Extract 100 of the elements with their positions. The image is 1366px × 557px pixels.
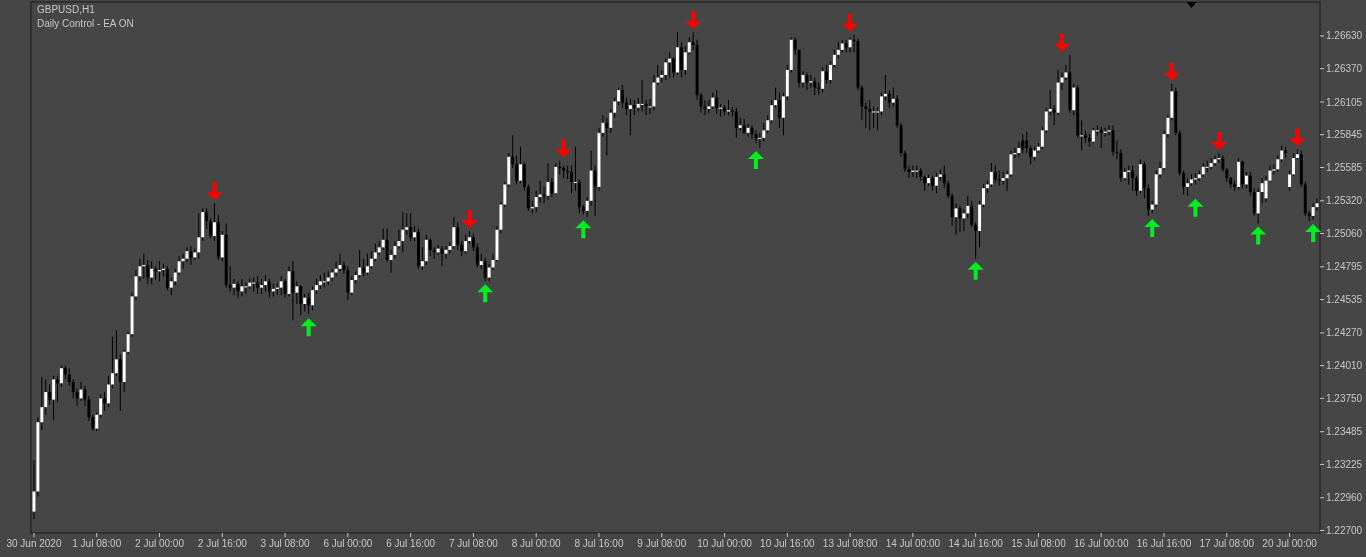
candlestick: [283, 278, 287, 299]
candlestick: [267, 278, 271, 299]
candlestick: [424, 234, 428, 266]
x-tick-label: 10 Jul 16:00: [760, 538, 815, 549]
candlestick: [1135, 175, 1138, 197]
candlestick: [770, 99, 774, 124]
candlestick: [56, 375, 59, 403]
x-tick-label: 2 Jul 00:00: [135, 538, 185, 549]
y-tick-label: 1.23750: [1326, 392, 1363, 404]
candlestick: [1040, 126, 1044, 150]
candlestick: [876, 107, 880, 131]
candlestick: [1146, 183, 1150, 217]
y-tick-label: 1.23225: [1326, 458, 1363, 470]
candlestick: [640, 79, 644, 112]
candlestick: [444, 245, 448, 260]
candlestick: [146, 259, 150, 285]
x-tick-label: 3 Jul 08:00: [260, 538, 310, 549]
candlestick: [366, 253, 369, 276]
candlestick: [483, 256, 487, 282]
candlestick: [475, 243, 479, 268]
candlestick: [59, 365, 63, 388]
candlestick: [1315, 197, 1319, 212]
x-tick-label: 20 Jul 00:00: [1262, 538, 1318, 549]
y-tick-label: 1.25845: [1326, 129, 1363, 141]
candlestick: [1252, 187, 1256, 217]
candlestick: [821, 66, 825, 94]
candlestick: [754, 129, 758, 144]
candlestick: [781, 92, 785, 136]
candlestick: [526, 183, 530, 212]
y-tick-label: 1.25585: [1326, 161, 1363, 173]
x-tick-label: 8 Jul 00:00: [511, 538, 562, 549]
candlestick: [189, 245, 193, 266]
candlestick: [79, 381, 83, 402]
y-tick-label: 1.22960: [1326, 492, 1363, 504]
candlestick: [746, 123, 750, 138]
chart-title: GBPUSD,H1: [37, 4, 96, 15]
candlestick: [240, 278, 244, 297]
candlestick: [52, 375, 56, 421]
candlestick: [99, 394, 103, 418]
candlestick: [346, 265, 350, 301]
candlestick: [1209, 157, 1213, 170]
x-tick-label: 9 Jul 08:00: [637, 538, 687, 549]
candlestick: [228, 265, 232, 292]
candlestick: [593, 165, 597, 217]
candlestick: [1311, 202, 1315, 221]
candlestick: [664, 58, 668, 81]
candlestick: [103, 391, 107, 412]
candlestick: [1029, 144, 1033, 165]
candlestick: [1292, 152, 1295, 177]
candlestick: [982, 183, 985, 208]
candlestick: [942, 165, 946, 189]
y-tick-label: 1.22700: [1326, 524, 1363, 536]
x-tick-label: 30 Jun 2020: [6, 538, 62, 549]
candlestick: [1142, 161, 1146, 199]
candlestick: [95, 411, 99, 432]
candlestick: [628, 98, 632, 136]
candlestick: [778, 92, 781, 129]
candlestick: [1044, 107, 1048, 134]
candlestick: [825, 64, 829, 85]
x-tick-label: 1 Jul 08:00: [72, 538, 122, 549]
candlestick: [974, 221, 978, 260]
x-tick-label: 10 Jul 00:00: [697, 538, 753, 549]
candlestick: [550, 177, 554, 198]
x-tick-label: 16 Jul 00:00: [1073, 538, 1129, 549]
candlestick: [683, 45, 687, 76]
y-tick-label: 1.25060: [1326, 228, 1363, 240]
x-tick-label: 14 Jul 00:00: [885, 538, 941, 549]
y-tick-label: 1.26630: [1326, 30, 1363, 42]
candlestick: [209, 217, 212, 240]
candlestick: [515, 155, 519, 185]
candlestick: [107, 375, 110, 408]
y-tick-label: 1.24795: [1326, 261, 1363, 273]
candlestick: [1248, 171, 1252, 197]
candlestick: [880, 92, 883, 116]
candlestick: [311, 285, 315, 311]
candlestick: [456, 221, 460, 251]
y-tick-label: 1.24535: [1326, 294, 1363, 306]
candlestick: [307, 292, 311, 315]
candlestick: [829, 60, 832, 85]
candlestick: [1080, 119, 1084, 151]
candlestick: [118, 353, 122, 412]
candlestick: [1099, 126, 1103, 149]
candlestick: [401, 211, 405, 253]
candlestick: [358, 249, 362, 279]
x-tick-label: 2 Jul 16:00: [197, 538, 248, 549]
candlestick: [1205, 160, 1209, 173]
candlestick: [110, 336, 114, 389]
candlestick: [197, 212, 201, 260]
candlestick: [1182, 170, 1186, 196]
candlestick: [409, 212, 413, 242]
candlestick: [621, 84, 624, 109]
candlestick: [715, 89, 719, 115]
candlestick: [1131, 165, 1135, 192]
candlestick: [405, 212, 409, 236]
y-tick-label: 1.23485: [1326, 426, 1363, 438]
candlestick: [758, 132, 762, 149]
x-tick-label: 8 Jul 16:00: [574, 538, 624, 549]
candlestick: [1025, 131, 1029, 154]
candlestick: [165, 265, 169, 291]
candlestick: [734, 107, 738, 139]
